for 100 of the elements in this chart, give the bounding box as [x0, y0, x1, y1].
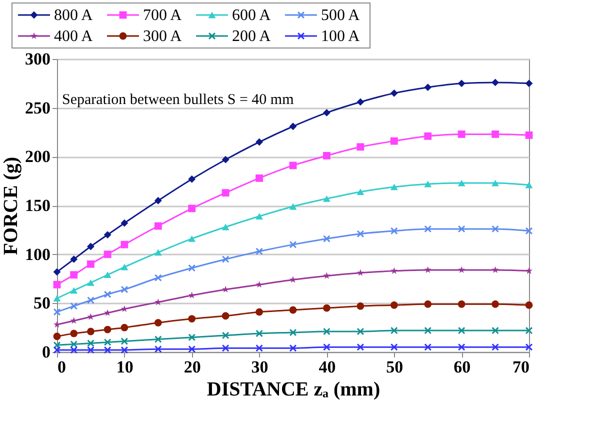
point: [289, 162, 297, 170]
point: [458, 80, 466, 88]
point: [70, 340, 78, 348]
point: [256, 330, 263, 338]
point: [458, 300, 466, 308]
point: [323, 328, 330, 336]
point: [120, 219, 128, 227]
point: [53, 268, 61, 276]
point: [188, 292, 196, 298]
point: [222, 312, 230, 320]
point: [188, 204, 196, 212]
point: [424, 266, 432, 273]
point: [492, 266, 499, 273]
point: [390, 343, 398, 351]
y-tick-label: 250: [25, 98, 50, 118]
x-tick-label: 20: [184, 358, 201, 376]
point: [424, 84, 432, 92]
point: [492, 180, 499, 186]
point: [154, 336, 162, 344]
point: [492, 78, 499, 86]
point: [525, 301, 533, 309]
point: [154, 222, 162, 230]
point: [53, 295, 61, 302]
x-tick-label: 10: [116, 358, 134, 376]
point: [70, 330, 78, 338]
point: [256, 308, 263, 316]
point: [53, 332, 61, 340]
point: [256, 138, 263, 146]
point: [424, 180, 432, 188]
point: [120, 264, 128, 270]
point: [70, 302, 78, 310]
point: [390, 301, 398, 309]
point: [87, 242, 94, 250]
y-axis-title: FORCE (g): [0, 156, 22, 256]
point: [525, 182, 533, 188]
point: [188, 345, 196, 353]
point: [492, 130, 499, 138]
point: [390, 137, 398, 145]
point: [424, 225, 432, 233]
point: [458, 130, 466, 138]
legend-label: 800 A: [54, 7, 94, 24]
point: [104, 231, 112, 239]
point: [458, 266, 466, 273]
point: [323, 152, 330, 160]
point: [390, 267, 398, 274]
point: [525, 131, 533, 139]
point: [458, 180, 466, 186]
x-axis-title: DISTANCE zₐ (mm): [206, 378, 380, 400]
point: [70, 287, 78, 294]
point: [120, 346, 128, 354]
point: [154, 249, 162, 256]
point: [188, 315, 196, 322]
legend-label: 500 A: [321, 7, 360, 24]
point: [154, 274, 162, 282]
point: [289, 276, 297, 283]
point: [492, 225, 499, 233]
point: [525, 227, 533, 235]
legend-label: 600 A: [232, 7, 272, 24]
point: [289, 328, 297, 336]
legend-label: 700 A: [143, 7, 182, 24]
point: [289, 306, 297, 314]
point: [87, 346, 94, 354]
point: [492, 300, 499, 308]
point: [356, 269, 364, 276]
x-tick-label: 30: [251, 358, 268, 376]
x-tick-label: 40: [318, 358, 336, 376]
point: [424, 132, 432, 140]
point: [120, 324, 128, 332]
point: [104, 250, 112, 258]
x-tick-label: 70: [512, 358, 530, 376]
point: [356, 302, 364, 310]
point: [525, 267, 533, 274]
point: [323, 195, 330, 202]
point: [222, 286, 230, 292]
point: [222, 332, 230, 340]
point: [323, 304, 330, 312]
point: [323, 234, 330, 242]
point: [525, 343, 533, 351]
point: [222, 224, 230, 230]
point: [256, 280, 263, 288]
point: [458, 225, 466, 233]
point: [492, 326, 499, 334]
legend-label: 300 A: [143, 28, 182, 45]
point: [104, 290, 112, 298]
point: [525, 326, 533, 334]
point: [120, 286, 128, 294]
point: [154, 319, 162, 326]
point: [188, 264, 196, 272]
point: [390, 326, 398, 334]
point: [356, 98, 364, 106]
point: [87, 260, 94, 268]
point: [87, 339, 94, 347]
point: [70, 256, 78, 263]
point: [390, 227, 398, 235]
point: [188, 235, 196, 242]
point: [104, 272, 112, 278]
point: [104, 309, 112, 316]
point: [222, 189, 230, 197]
x-tick-label: 50: [386, 358, 404, 376]
point: [424, 326, 432, 334]
